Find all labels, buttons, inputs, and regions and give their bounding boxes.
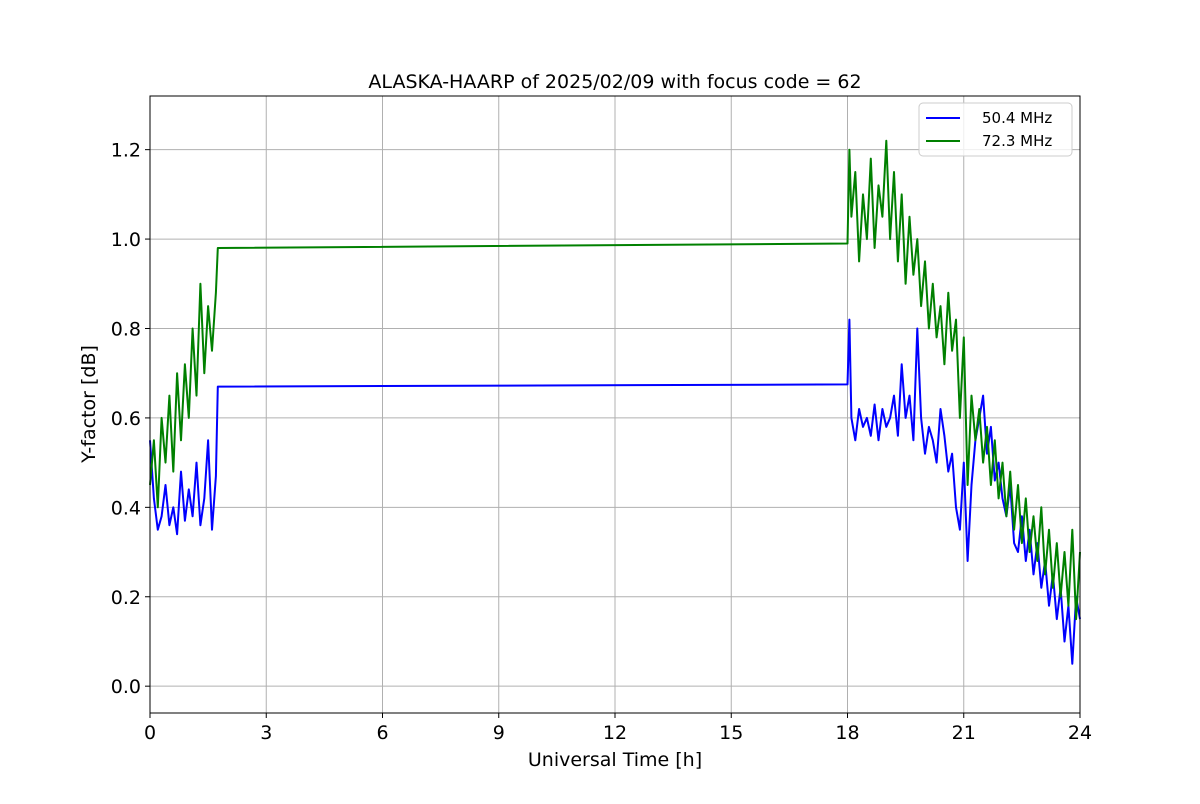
x-tick-label: 6 xyxy=(376,722,388,744)
x-tick-label: 21 xyxy=(952,722,976,744)
y-axis-label: Y-factor [dB] xyxy=(78,345,100,464)
series-group xyxy=(149,139,1081,665)
x-axis-label: Universal Time [h] xyxy=(528,749,702,771)
legend-box xyxy=(918,102,1073,157)
legend-label: 72.3 MHz xyxy=(982,132,1052,150)
chart-title: ALASKA-HAARP of 2025/02/09 with focus co… xyxy=(368,71,861,93)
x-tick-label: 15 xyxy=(719,722,743,744)
series-72-3-mhz-line xyxy=(149,139,1081,621)
x-tick-label: 18 xyxy=(835,722,859,744)
y-tick-label: 0.4 xyxy=(111,497,141,519)
x-tick-label: 0 xyxy=(144,722,156,744)
y-tick-label: 1.2 xyxy=(111,140,141,162)
x-tick-label: 3 xyxy=(260,722,272,744)
x-tick-label: 9 xyxy=(493,722,505,744)
legend-label: 50.4 MHz xyxy=(982,109,1052,127)
x-tick-label: 12 xyxy=(603,722,627,744)
axis-ticks: 0 3 6 9 12 15 18 21 24 0.0 0.2 0.4 0.6 0.8 1.0 1.2 xyxy=(111,140,1092,744)
x-tick-label: 24 xyxy=(1068,722,1092,744)
y-tick-label: 1.0 xyxy=(111,229,141,251)
y-tick-label: 0.8 xyxy=(111,318,141,340)
y-tick-label: 0.2 xyxy=(111,587,141,609)
y-tick-label: 0.6 xyxy=(111,408,141,430)
y-tick-label: 0.0 xyxy=(111,676,141,698)
legend: 50.4 MHz 72.3 MHz xyxy=(918,102,1073,157)
